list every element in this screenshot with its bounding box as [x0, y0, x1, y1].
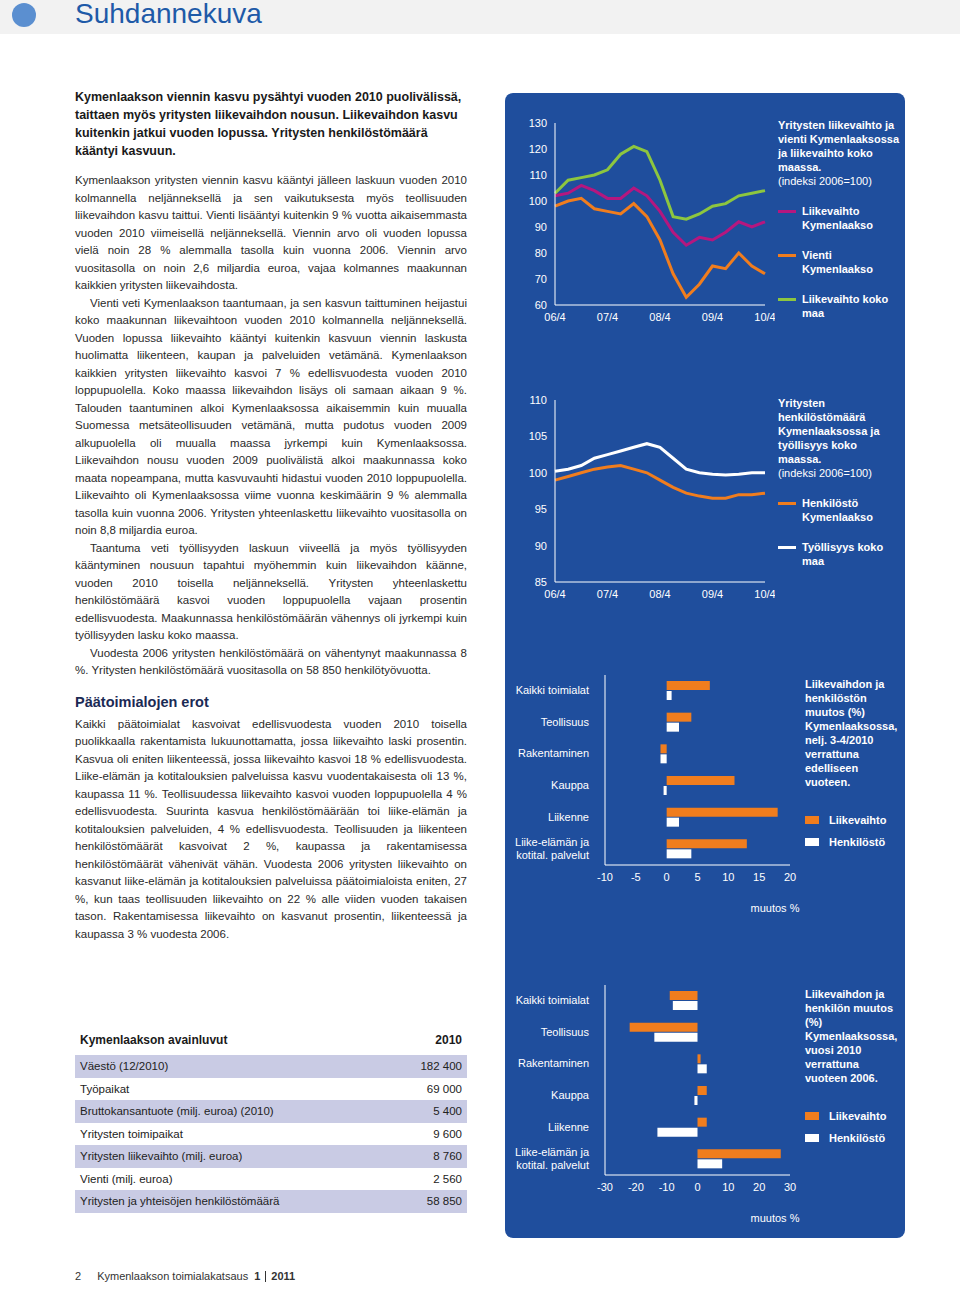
- html-text:2 560: 2 560: [433, 1172, 462, 1185]
- html-text:Päätoimialojen erot: Päätoimialojen erot: [75, 693, 209, 710]
- html-text:Liikevaihto Kymenlaakso: Liikevaihto Kymenlaakso: [802, 205, 873, 231]
- html-text:Taantuma veti työllisyyden las: Taantuma veti työllisyyden laskuun viive…: [75, 541, 467, 641]
- svg-text:09/4: 09/4: [702, 588, 723, 600]
- html-text:8 760: 8 760: [433, 1150, 462, 1163]
- html-text:2011: 2011: [271, 1270, 296, 1282]
- html-text:Liikevaihdon ja henkilön muuto: Liikevaihdon ja henkilön muutos (%) Kyme…: [805, 988, 898, 1084]
- svg-text:85: 85: [535, 576, 547, 588]
- html-text:(indeksi 2006=100): (indeksi 2006=100): [778, 175, 872, 187]
- svg-text:120: 120: [529, 143, 547, 155]
- svg-text:Kaikki toimialat: Kaikki toimialat: [516, 994, 589, 1006]
- svg-text:90: 90: [535, 540, 547, 552]
- html-text:2010: 2010: [435, 1033, 462, 1047]
- html-text:Henkilöstö Kymenlaakso: Henkilöstö Kymenlaakso: [802, 497, 873, 523]
- html-text:Yritysten henkilöstömäärä Kyme: Yritysten henkilöstömäärä Kymenlaaksossa…: [778, 397, 880, 465]
- svg-text:100: 100: [529, 195, 547, 207]
- svg-text:Liikenne: Liikenne: [548, 810, 589, 822]
- svg-text:08/4: 08/4: [649, 588, 670, 600]
- html-text:Kymenlaakson avainluvut: Kymenlaakson avainluvut: [80, 1033, 228, 1047]
- html-text:1: 1: [254, 1270, 261, 1282]
- html-text:Kymenlaakson viennin kasvu pys: Kymenlaakson viennin kasvu pysähtyi vuod…: [75, 90, 462, 158]
- svg-text:Teollisuus: Teollisuus: [541, 1025, 590, 1037]
- svg-text:0: 0: [664, 871, 670, 883]
- svg-text:95: 95: [535, 503, 547, 515]
- svg-text:110: 110: [529, 394, 547, 406]
- html-text:Yritysten liikevaihto ja vient: Yritysten liikevaihto ja vienti Kymenlaa…: [778, 119, 900, 173]
- svg-text:0: 0: [694, 1181, 700, 1193]
- svg-text:110: 110: [529, 169, 547, 181]
- svg-text:Liike-elämän jakotital. palvel: Liike-elämän jakotital. palvelut: [515, 836, 590, 861]
- svg-text:Kauppa: Kauppa: [551, 1089, 590, 1101]
- html-text:58 850: 58 850: [426, 1195, 462, 1208]
- html-text:Bruttokansantuote (milj. euroa: Bruttokansantuote (milj. euroa) (2010): [80, 1105, 274, 1118]
- svg-text:105: 105: [529, 430, 547, 442]
- svg-text:08/4: 08/4: [649, 311, 670, 323]
- html-text:Kymenlaakson yritysten viennin: Kymenlaakson yritysten viennin kasvu kää…: [75, 174, 467, 291]
- svg-text:Liike-elämän jakotital. palvel: Liike-elämän jakotital. palvelut: [515, 1146, 590, 1171]
- html-text:Henkilöstö: Henkilöstö: [829, 836, 886, 848]
- html-text:Väestö (12/2010): Väestö (12/2010): [80, 1060, 169, 1073]
- html-text:Yritysten liikevaihto (milj. e: Yritysten liikevaihto (milj. euroa): [80, 1150, 243, 1163]
- html-text:Vienti veti Kymenlaakson taant: Vienti veti Kymenlaakson taantumaan, ja …: [75, 296, 467, 536]
- html-text:Vienti (milj. euroa): Vienti (milj. euroa): [80, 1172, 173, 1185]
- svg-text:-10: -10: [659, 1181, 675, 1193]
- html-text:Liikevaihto: Liikevaihto: [829, 1110, 887, 1122]
- html-text:Vuodesta 2006 yritysten henkil: Vuodesta 2006 yritysten henkilöstömäärä …: [75, 646, 467, 676]
- svg-text:-10: -10: [597, 871, 613, 883]
- svg-text:20: 20: [753, 1181, 765, 1193]
- html-text:Liikevaihto koko maa: Liikevaihto koko maa: [802, 293, 889, 319]
- html-text:Henkilöstö: Henkilöstö: [829, 1132, 886, 1144]
- svg-text:10: 10: [722, 1181, 734, 1193]
- svg-text:Rakentaminen: Rakentaminen: [518, 1057, 589, 1069]
- svg-text:10: 10: [722, 871, 734, 883]
- html-text:69 000: 69 000: [426, 1082, 462, 1095]
- svg-text:15: 15: [753, 871, 765, 883]
- svg-text:30: 30: [784, 1181, 796, 1193]
- svg-text:-5: -5: [631, 871, 641, 883]
- html-text:Yritysten ja yhteisöjen henkil: Yritysten ja yhteisöjen henkilöstömäärä: [80, 1195, 280, 1208]
- html-text:Kymenlaakson toimialakatsaus: Kymenlaakson toimialakatsaus: [97, 1270, 249, 1282]
- svg-text:Teollisuus: Teollisuus: [541, 715, 590, 727]
- svg-text:130: 130: [529, 117, 547, 129]
- svg-text:10/4: 10/4: [754, 311, 775, 323]
- html-text:Työllisyys koko maa: Työllisyys koko maa: [802, 541, 884, 567]
- html-text:Liikevaihdon ja henkilöstön mu: Liikevaihdon ja henkilöstön muutos (%) K…: [805, 678, 898, 788]
- html-text:9 600: 9 600: [433, 1127, 462, 1140]
- svg-text:90: 90: [535, 221, 547, 233]
- svg-text:100: 100: [529, 467, 547, 479]
- svg-text:60: 60: [535, 299, 547, 311]
- svg-text:06/4: 06/4: [544, 311, 565, 323]
- html-text:muutos %: muutos %: [750, 902, 800, 914]
- html-text:Vienti Kymenlaakso: Vienti Kymenlaakso: [802, 249, 873, 275]
- svg-text:07/4: 07/4: [597, 588, 618, 600]
- svg-text:-30: -30: [597, 1181, 613, 1193]
- html-text:muutos %: muutos %: [750, 1212, 800, 1224]
- svg-text:5: 5: [694, 871, 700, 883]
- svg-text:07/4: 07/4: [597, 311, 618, 323]
- svg-text:Kaikki toimialat: Kaikki toimialat: [516, 684, 589, 696]
- html-text:2: 2: [75, 1270, 82, 1282]
- svg-text:-20: -20: [628, 1181, 644, 1193]
- svg-text:Liikenne: Liikenne: [548, 1120, 589, 1132]
- svg-text:09/4: 09/4: [702, 311, 723, 323]
- html-text:Liikevaihto: Liikevaihto: [829, 814, 887, 826]
- svg-text:06/4: 06/4: [544, 588, 565, 600]
- html-text:(indeksi 2006=100): (indeksi 2006=100): [778, 467, 872, 479]
- html-text:5 400: 5 400: [433, 1105, 462, 1118]
- svg-text:70: 70: [535, 273, 547, 285]
- svg-text:80: 80: [535, 247, 547, 259]
- svg-text:20: 20: [784, 871, 796, 883]
- html-text:Yritysten toimipaikat: Yritysten toimipaikat: [80, 1127, 183, 1140]
- html-text:182 400: 182 400: [420, 1060, 462, 1073]
- html-text:Kaikki päätoimialat kasvoivat: Kaikki päätoimialat kasvoivat edellisvuo…: [75, 717, 467, 940]
- html-text:Työpaikat: Työpaikat: [80, 1082, 130, 1095]
- svg-text:Rakentaminen: Rakentaminen: [518, 747, 589, 759]
- svg-text:Kauppa: Kauppa: [551, 779, 590, 791]
- svg-text:10/4: 10/4: [754, 588, 775, 600]
